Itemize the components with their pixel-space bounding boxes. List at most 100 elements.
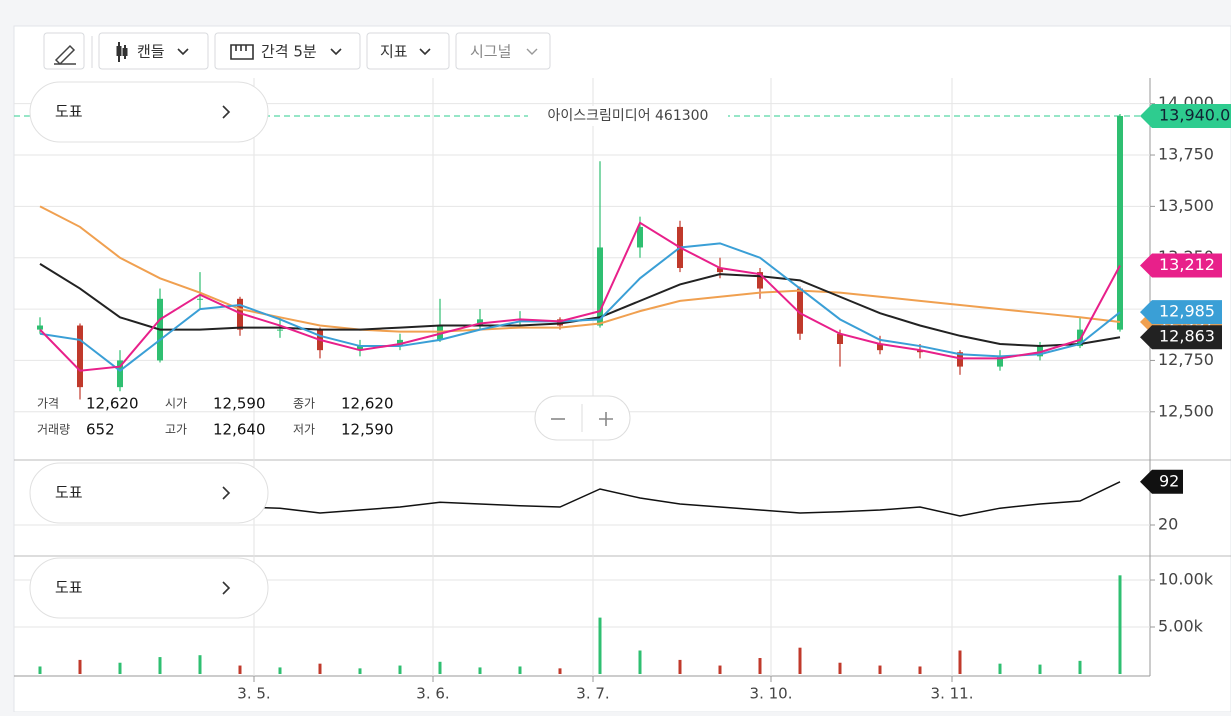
candle-icon-body bbox=[116, 46, 122, 56]
zoom-in[interactable] bbox=[599, 412, 613, 426]
x-tick-label: 3. 6. bbox=[416, 685, 449, 703]
price-tag-label: 12,863 bbox=[1159, 327, 1215, 346]
volume-bar bbox=[798, 647, 802, 674]
x-tick-label: 3. 10. bbox=[750, 685, 793, 703]
toolbar-label: 지표 bbox=[380, 43, 408, 61]
chevron bbox=[419, 48, 431, 56]
chevron bbox=[330, 48, 342, 56]
info-value: 12,590 bbox=[341, 421, 394, 439]
candle-button[interactable] bbox=[98, 32, 209, 70]
y-tick-label: 12,500 bbox=[1158, 401, 1214, 420]
candle-body bbox=[77, 325, 83, 388]
ma-line bbox=[39, 242, 1121, 372]
y-tick-label: 12,750 bbox=[1158, 350, 1214, 369]
volume-bar bbox=[118, 662, 122, 674]
chevron bbox=[177, 48, 189, 56]
volume-bar bbox=[518, 666, 522, 674]
indicator-button[interactable] bbox=[366, 32, 450, 70]
annotation: 아이스크림미디어 461300 bbox=[548, 108, 709, 124]
price-tag bbox=[1140, 104, 1231, 128]
info-label: 고가 bbox=[165, 423, 187, 437]
ma-line bbox=[39, 221, 1121, 372]
volume-bar bbox=[958, 650, 962, 674]
candle-body bbox=[877, 344, 883, 351]
y-tick-label: 10.00k bbox=[1158, 570, 1214, 589]
candle-body bbox=[37, 325, 43, 330]
volume-bar bbox=[838, 662, 842, 674]
chevron bbox=[526, 48, 538, 55]
info-label: 가격 bbox=[37, 397, 59, 411]
oscillator-tag-label: 92 bbox=[1159, 471, 1179, 490]
pencil-icon bbox=[54, 44, 76, 66]
volume-bar bbox=[318, 663, 322, 674]
price-tag-label: 12,985 bbox=[1159, 302, 1215, 321]
interval-button[interactable] bbox=[214, 32, 361, 70]
volume-bar bbox=[598, 617, 602, 674]
info-value: 12,590 bbox=[213, 395, 266, 413]
volume-bar bbox=[918, 666, 922, 674]
candle-icon-body bbox=[122, 48, 128, 56]
candle-body bbox=[597, 247, 603, 326]
volume-bar bbox=[998, 663, 1002, 674]
panel-pill[interactable] bbox=[29, 81, 269, 143]
signal-button[interactable] bbox=[455, 32, 551, 70]
volume-bar bbox=[878, 665, 882, 674]
volume-bar bbox=[398, 665, 402, 674]
volume-bar bbox=[38, 666, 42, 674]
toolbar-label: 간격 5분 bbox=[261, 43, 317, 61]
x-tick-label: 3. 7. bbox=[576, 685, 609, 703]
candle-body bbox=[197, 298, 203, 300]
candle-body bbox=[117, 360, 123, 388]
panel-label: 도표 bbox=[55, 579, 83, 597]
volume-bar bbox=[1118, 575, 1122, 674]
panel-label: 도표 bbox=[55, 103, 83, 121]
toolbar-label: 시그널 bbox=[470, 43, 511, 61]
panel-pill[interactable] bbox=[29, 557, 269, 619]
volume-bar bbox=[638, 650, 642, 674]
y-tick-label: 5.00k bbox=[1158, 617, 1204, 636]
info-value: 12,620 bbox=[341, 395, 394, 413]
info-label: 저가 bbox=[293, 423, 315, 437]
volume-bar bbox=[558, 668, 562, 674]
volume-bar bbox=[278, 667, 282, 674]
panel-chevron bbox=[222, 105, 231, 119]
price-tag-label: 13,940.00 bbox=[1159, 106, 1231, 125]
annotation-bg bbox=[528, 106, 728, 126]
info-value: 12,620 bbox=[86, 395, 139, 413]
y-tick-label: 13,750 bbox=[1158, 145, 1214, 164]
price-tag bbox=[1140, 300, 1222, 325]
volume-bar bbox=[678, 659, 682, 674]
candle-body bbox=[957, 352, 963, 367]
panel-chevron bbox=[222, 486, 231, 500]
price-tag-label: 13,212 bbox=[1159, 255, 1215, 274]
toolbar: 캔들 간격 5분 지표 시그널 bbox=[43, 32, 551, 70]
candle-body bbox=[277, 329, 283, 331]
candle-body bbox=[1117, 116, 1123, 330]
volume-bar bbox=[1038, 664, 1042, 674]
volume-bar bbox=[158, 657, 162, 674]
info-label: 거래량 bbox=[37, 423, 70, 437]
candle-body bbox=[757, 272, 763, 289]
candle-body bbox=[477, 319, 483, 326]
panel-label: 도표 bbox=[55, 484, 83, 502]
candle-body bbox=[357, 346, 363, 351]
candle-body bbox=[917, 350, 923, 353]
candle-body bbox=[997, 356, 1003, 367]
candle-body bbox=[637, 226, 643, 248]
volume-bar bbox=[718, 665, 722, 674]
overlay: 3. 5. 3. 6. 3. 7. 3. 10. 3. 11. 12,500 12,750 1… bbox=[29, 81, 1231, 703]
x-tick-label: 3. 5. bbox=[237, 685, 270, 703]
price-tag bbox=[1140, 253, 1222, 278]
volume-bar bbox=[358, 668, 362, 674]
info-value: 652 bbox=[86, 421, 115, 439]
volume-bar bbox=[198, 655, 202, 674]
candle-body bbox=[837, 333, 843, 344]
y-tick-label: 20 bbox=[1158, 515, 1178, 534]
candle-body bbox=[717, 268, 723, 273]
volume-bar bbox=[438, 661, 442, 674]
volume-bar bbox=[758, 658, 762, 674]
x-tick-label: 3. 11. bbox=[931, 685, 974, 703]
info-value: 12,640 bbox=[213, 421, 266, 439]
panel-pill[interactable] bbox=[29, 462, 269, 524]
